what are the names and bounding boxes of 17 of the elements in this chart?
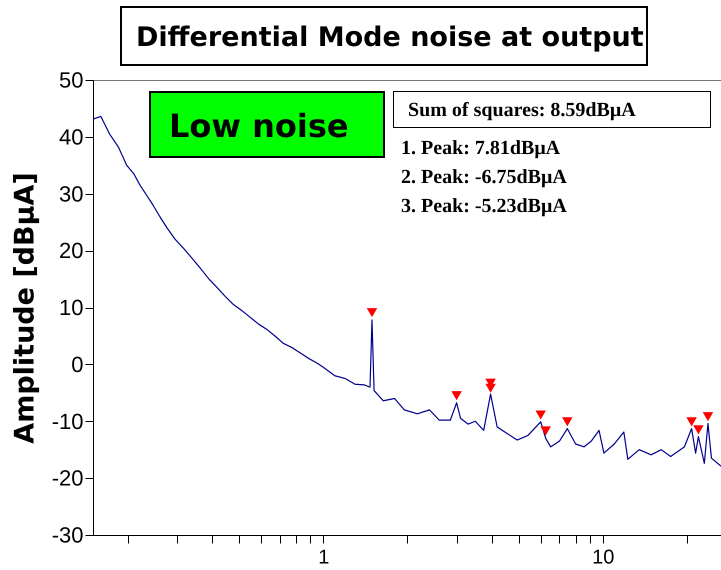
y-tick-label: 0 (71, 352, 84, 377)
annotation: 1. Peak: 7.81dBμA (401, 137, 560, 160)
chart-title: Differential Mode noise at output (120, 6, 648, 66)
y-axis-title: Amplitude [dBμA] (10, 172, 41, 444)
y-tick-label: 10 (59, 295, 84, 320)
x-tick-label: 1 (318, 546, 330, 568)
annotation: Low noise (149, 91, 385, 158)
y-tick-label: 50 (59, 68, 84, 92)
y-tick-label: -20 (52, 466, 84, 491)
y-tick-label: 40 (59, 124, 84, 150)
y-tick-label: 20 (59, 238, 84, 264)
annotation: 2. Peak: -6.75dBμA (401, 166, 567, 189)
annotation: Sum of squares: 8.59dBμA (393, 91, 711, 128)
y-tick-label: -30 (52, 522, 84, 548)
y-tick-label: 30 (59, 181, 84, 206)
annotation: 3. Peak: -5.23dBμA (401, 195, 567, 218)
y-tick-label: -10 (52, 408, 84, 434)
